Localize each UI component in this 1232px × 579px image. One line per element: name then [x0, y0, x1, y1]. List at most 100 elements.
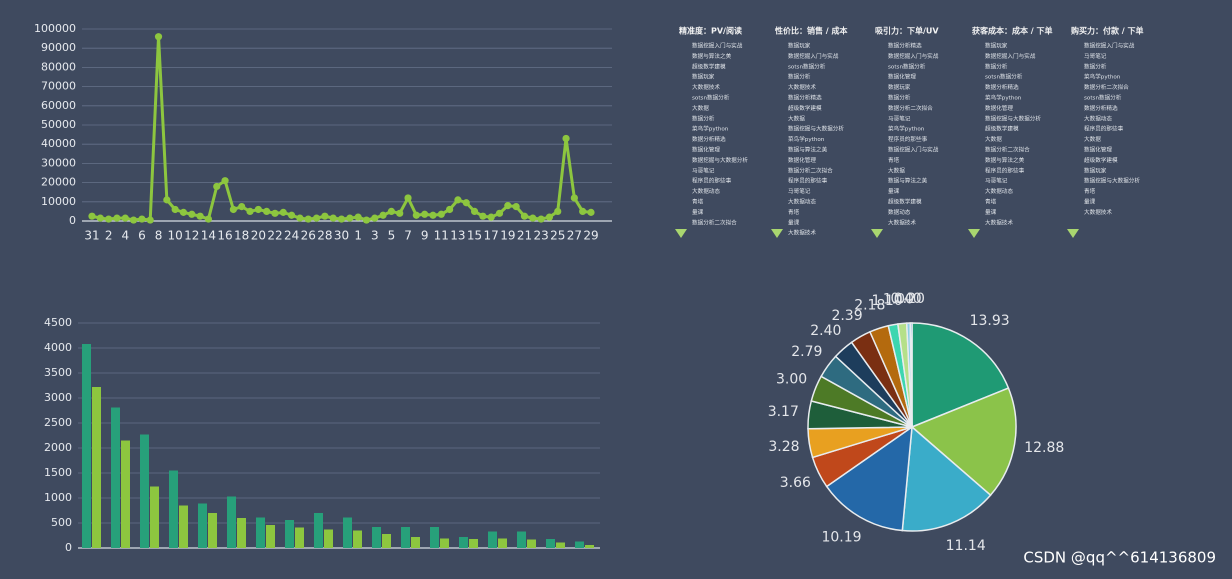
- y-tick-label: 10000: [41, 195, 76, 208]
- ranking-item: 菜鸟学python: [888, 125, 925, 133]
- data-point: [254, 205, 262, 214]
- data-point: [362, 216, 371, 224]
- ranking-item: 菜鸟学python: [985, 94, 1022, 102]
- x-tick-label: 9: [421, 229, 429, 243]
- y-tick-label: 40000: [41, 137, 76, 150]
- pie-label: 12.88: [1024, 440, 1064, 456]
- ranking-item: 程序员的那些事: [985, 166, 1025, 174]
- data-point: [163, 196, 171, 204]
- ranking-item: 程序员的那些事: [888, 135, 928, 143]
- ranking-item: 数据分析精选: [985, 83, 1019, 91]
- ranking-item: 大数据: [985, 135, 1002, 143]
- data-point: [396, 209, 404, 217]
- ranking-item: 量课: [888, 187, 900, 195]
- ranking-item: 数据化管理: [985, 104, 1013, 112]
- x-tick-label: 29: [583, 229, 598, 243]
- ranking-item: 量课: [788, 218, 800, 226]
- data-line: [91, 35, 592, 222]
- ranking-item: 程序员的那些事: [788, 177, 828, 185]
- x-tick-label: 24: [284, 229, 299, 243]
- bar: [440, 538, 449, 548]
- ranking-item: 大数据技术: [985, 218, 1013, 226]
- ranking-item: 数据分析: [692, 114, 715, 122]
- ranking-item: 大数据动态: [1084, 114, 1112, 122]
- data-point: [296, 214, 304, 222]
- ranking-item: 数据挖掘与大数据分析: [1084, 177, 1140, 185]
- x-tick-label: 8: [155, 229, 163, 243]
- y-tick-label: 50000: [41, 118, 76, 131]
- ranking-item: sotsn数据分析: [985, 73, 1023, 81]
- ranking-item: 大数据: [888, 166, 905, 174]
- ranking-title: 性价比：销售 / 成本: [775, 26, 848, 36]
- pie-label: 10.19: [821, 530, 861, 546]
- pie-slice: [909, 322, 913, 428]
- data-point: [379, 211, 387, 219]
- data-point: [387, 207, 395, 215]
- x-tick-label: 28: [317, 229, 332, 243]
- x-tick-label: 20: [251, 229, 266, 243]
- data-point: [520, 212, 529, 220]
- ranking-item: 数据动态: [888, 208, 911, 216]
- data-point: [188, 210, 196, 218]
- x-tick-label: 15: [467, 229, 482, 243]
- x-tick-label: 17: [484, 229, 499, 243]
- bar: [372, 527, 381, 548]
- ranking-arrowhead: [771, 229, 783, 238]
- ranking-item: 数据玩家: [888, 83, 911, 91]
- data-point: [446, 205, 454, 214]
- ranking-item: 数据化管理: [788, 156, 816, 164]
- y-tick-label: 60000: [41, 99, 76, 112]
- ranking-item: 大数据动态: [788, 198, 816, 206]
- bar: [546, 539, 555, 548]
- ranking-title: 吸引力：下单/UV: [875, 26, 939, 36]
- data-point: [346, 214, 354, 222]
- data-point: [487, 213, 495, 221]
- data-point: [371, 214, 379, 222]
- y-tick-label: 90000: [41, 41, 76, 54]
- y-tick-label: 1000: [44, 491, 72, 504]
- y-tick-label: 4500: [44, 316, 72, 329]
- bar: [111, 407, 120, 548]
- ranking-arrowhead: [675, 229, 687, 238]
- ranking-item: 超级数学建模: [1084, 156, 1118, 164]
- ranking-item: 数据分析: [888, 94, 911, 102]
- data-point: [354, 213, 362, 221]
- x-tick-label: 3: [371, 229, 379, 243]
- data-point: [105, 215, 113, 223]
- data-point: [113, 214, 121, 222]
- data-point: [229, 205, 237, 214]
- bar: [169, 470, 178, 548]
- bar: [382, 534, 391, 548]
- ranking-item: 青塔: [692, 198, 704, 206]
- data-point: [579, 207, 587, 215]
- bar: [295, 527, 304, 548]
- data-point: [587, 208, 595, 216]
- data-point: [221, 177, 229, 185]
- ranking-item: 数据分析精选: [788, 94, 822, 102]
- data-point: [470, 207, 479, 215]
- x-tick-label: 21: [517, 229, 532, 243]
- x-tick-label: 26: [301, 229, 316, 243]
- x-tick-label: 11: [434, 229, 449, 243]
- y-tick-label: 30000: [41, 156, 76, 169]
- x-tick-label: 12: [184, 229, 199, 243]
- data-point: [329, 214, 337, 222]
- x-tick-label: 31: [84, 229, 99, 243]
- ranking-item: 数据化管理: [1084, 146, 1112, 154]
- bar: [459, 537, 468, 548]
- bar: [92, 387, 101, 548]
- pie-label: 3.66: [780, 475, 811, 491]
- ranking-title: 购买力：付款 / 下单: [1071, 26, 1144, 36]
- y-tick-label: 1500: [44, 466, 72, 479]
- ranking-item: 大数据动态: [985, 187, 1013, 195]
- data-point: [437, 210, 445, 218]
- ranking-item: 数据分析: [788, 73, 811, 81]
- x-tick-label: 1: [354, 229, 362, 243]
- ranking-item: 大数据动态: [692, 187, 720, 195]
- y-tick-label: 3500: [44, 366, 72, 379]
- data-point: [312, 214, 321, 222]
- bar: [527, 539, 536, 548]
- ranking-item: 青塔: [985, 198, 997, 206]
- ranking-title: 精准度：PV/阅读: [679, 26, 742, 36]
- bar: [324, 529, 333, 548]
